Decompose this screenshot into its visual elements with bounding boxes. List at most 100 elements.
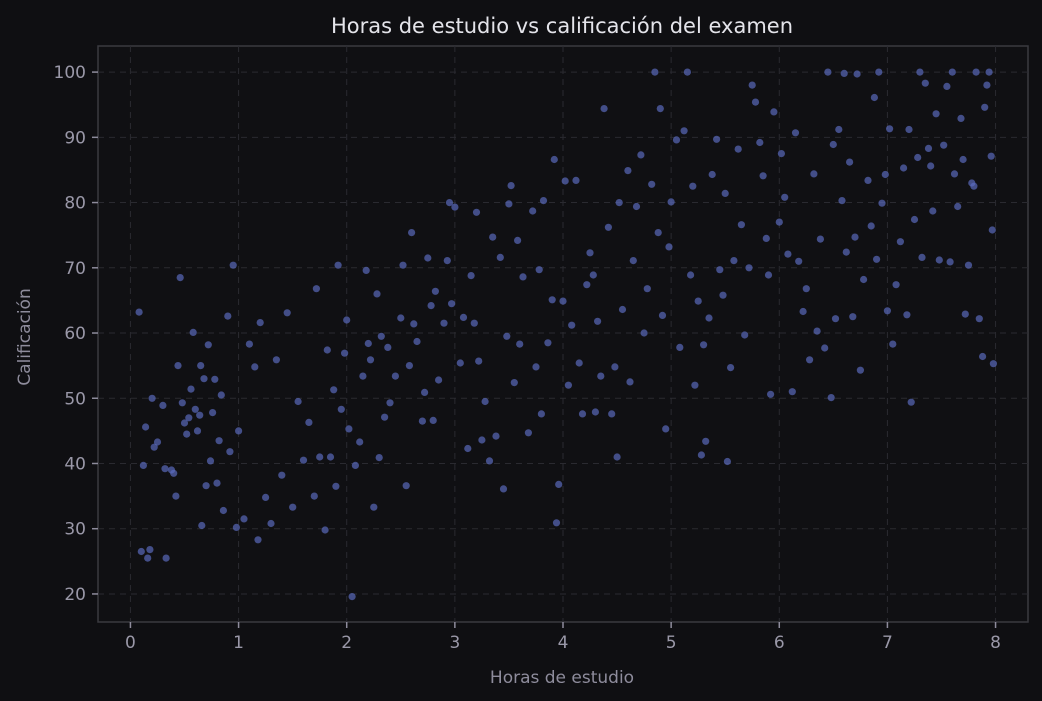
data-point — [178, 399, 186, 407]
data-point — [555, 480, 563, 488]
data-point — [272, 356, 280, 364]
data-point — [191, 405, 199, 413]
data-point — [950, 170, 959, 178]
data-point — [316, 453, 324, 461]
data-point — [366, 356, 375, 364]
data-point — [427, 302, 435, 310]
data-point — [278, 471, 286, 479]
data-point — [689, 182, 697, 190]
data-point — [548, 296, 556, 304]
data-point — [708, 170, 716, 179]
data-point — [312, 285, 320, 293]
data-point — [209, 409, 217, 417]
data-point — [294, 397, 302, 406]
data-point — [410, 320, 418, 328]
data-point — [413, 337, 421, 346]
data-points — [135, 68, 998, 601]
data-point — [408, 229, 416, 237]
data-point — [232, 523, 240, 532]
data-point — [597, 372, 605, 380]
data-point — [591, 408, 600, 416]
data-point — [873, 255, 881, 263]
data-point — [727, 364, 735, 372]
data-point — [550, 155, 558, 164]
y-tick-label: 100 — [54, 63, 86, 83]
data-point — [916, 68, 924, 76]
data-point — [492, 432, 500, 440]
data-point — [799, 307, 807, 316]
x-tick-label: 4 — [558, 633, 569, 653]
data-point — [924, 144, 933, 152]
data-point — [970, 182, 978, 190]
data-point — [929, 207, 937, 215]
x-tick-label: 1 — [233, 633, 244, 653]
data-point — [948, 68, 956, 76]
data-point — [310, 492, 318, 500]
data-point — [443, 257, 451, 265]
data-point — [364, 339, 372, 348]
data-point — [505, 200, 513, 208]
data-point — [397, 314, 405, 322]
data-point — [544, 339, 552, 347]
data-point — [672, 136, 681, 144]
data-point — [705, 314, 713, 322]
data-point — [764, 271, 773, 279]
data-point — [485, 457, 494, 465]
data-point — [516, 340, 524, 348]
data-point — [448, 300, 456, 308]
data-point — [299, 456, 308, 464]
y-axis-label: Calificación — [15, 288, 35, 385]
data-point — [405, 362, 413, 370]
data-point — [330, 386, 338, 394]
data-point — [975, 315, 983, 323]
data-point — [983, 81, 991, 89]
data-point — [964, 261, 973, 269]
data-point — [343, 316, 351, 324]
y-tick-label: 40 — [64, 454, 86, 474]
data-point — [842, 248, 850, 256]
data-point — [604, 223, 613, 231]
data-point — [907, 398, 915, 406]
data-point — [921, 79, 929, 87]
data-point — [429, 416, 437, 424]
data-point — [137, 547, 145, 556]
data-point — [183, 430, 191, 438]
data-point — [810, 170, 818, 178]
data-point — [341, 349, 349, 357]
data-point — [418, 417, 426, 425]
data-point — [896, 238, 905, 246]
gridlines — [98, 46, 1028, 622]
y-tick-label: 80 — [64, 194, 86, 214]
data-point — [578, 410, 587, 418]
data-point — [730, 257, 738, 265]
data-point — [391, 372, 399, 380]
data-point — [144, 554, 152, 562]
data-point — [734, 145, 742, 153]
data-point — [215, 437, 223, 445]
data-point — [139, 461, 147, 469]
data-point — [795, 257, 803, 265]
data-point — [910, 215, 919, 224]
data-point — [853, 70, 861, 78]
data-point — [267, 519, 275, 528]
x-tick-label: 6 — [774, 633, 785, 653]
data-point — [197, 362, 205, 370]
data-point — [751, 98, 760, 106]
data-point — [662, 425, 670, 433]
data-point — [162, 554, 170, 562]
axis-ticks: 0 1 2 3 4 5 6 7 8 20 30 40 50 60 70 80 90 100 — [54, 63, 1001, 653]
data-point — [886, 125, 894, 133]
data-point — [613, 453, 621, 461]
data-point — [351, 461, 359, 469]
data-point — [440, 319, 448, 327]
data-point — [377, 332, 385, 340]
y-tick-label: 60 — [64, 324, 86, 344]
data-point — [985, 68, 993, 76]
x-tick-label: 2 — [341, 633, 352, 653]
data-point — [943, 82, 951, 90]
data-point — [624, 167, 632, 175]
data-point — [370, 503, 378, 511]
data-point — [161, 465, 169, 473]
data-point — [961, 310, 969, 318]
